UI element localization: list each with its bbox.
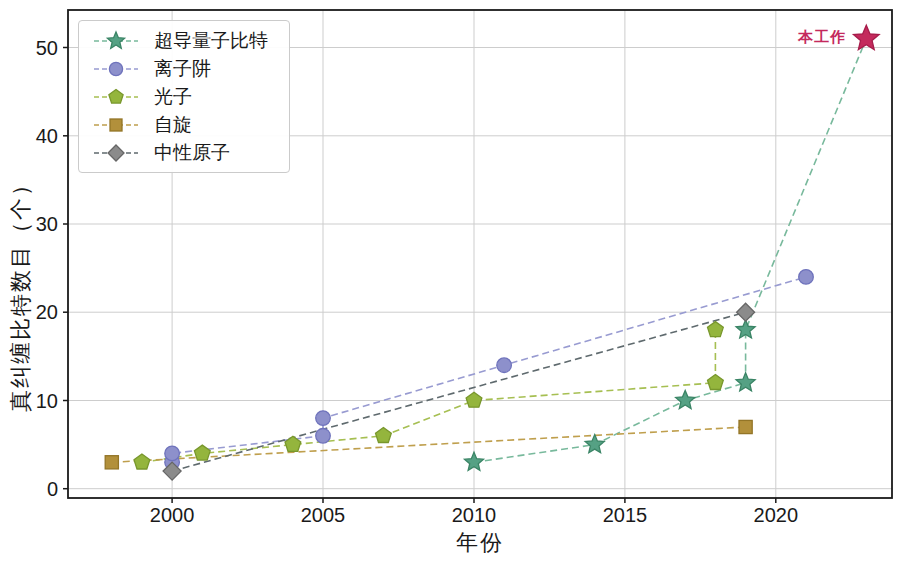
series-ion-trap-line — [172, 277, 806, 462]
series-ion-trap-marker — [497, 358, 512, 373]
legend-label-spin: 自旋 — [154, 112, 192, 138]
y-tick-label: 0 — [47, 478, 58, 500]
series-photon-marker — [194, 445, 210, 460]
legend-label-photon: 光子 — [154, 84, 192, 110]
series-spin-marker — [739, 420, 752, 433]
highlight-star-marker — [853, 25, 879, 49]
square-marker-icon — [91, 113, 141, 137]
series-photon-marker — [708, 375, 724, 390]
series-superconducting-marker — [676, 391, 695, 409]
chart: 2000 2005 2010 2015 2020 0 10 20 30 40 50 真纠缠比特数目（… — [0, 0, 900, 565]
series-neutral-atom-marker — [737, 303, 755, 321]
x-tick-label: 2005 — [301, 504, 346, 526]
x-tick-label: 2000 — [150, 504, 195, 526]
legend-marker — [107, 32, 124, 48]
legend-marker — [109, 90, 123, 104]
legend: 超导量子比特 离子阱 光子 自旋 中性原子 — [78, 20, 290, 173]
x-tick-label: 2015 — [603, 504, 648, 526]
legend-marker — [108, 145, 124, 161]
x-axis-label: 年份 — [456, 528, 504, 558]
y-tick-label: 40 — [36, 125, 58, 147]
series-superconducting-marker — [585, 435, 604, 453]
series-ion-trap-marker — [165, 446, 180, 461]
y-tick-label: 20 — [36, 301, 58, 323]
legend-marker — [109, 62, 122, 75]
y-tick-label: 50 — [36, 37, 58, 59]
series-photon-line — [142, 330, 716, 462]
y-tick-label: 30 — [36, 213, 58, 235]
series-superconducting-line — [474, 39, 866, 463]
legend-item-spin: 自旋 — [91, 111, 281, 139]
legend-marker — [110, 119, 122, 131]
y-axis-label: 真纠缠比特数目（个） — [6, 172, 36, 412]
series-photon-marker — [376, 428, 392, 443]
legend-label-superconducting: 超导量子比特 — [154, 28, 268, 54]
circle-marker-icon — [91, 57, 141, 81]
legend-label-ion-trap: 离子阱 — [154, 56, 211, 82]
x-tick-label: 2010 — [452, 504, 497, 526]
legend-item-superconducting: 超导量子比特 — [91, 27, 281, 55]
series-photon-marker — [708, 322, 724, 337]
series-ion-trap-marker — [316, 429, 331, 444]
pentagon-marker-icon — [91, 85, 141, 109]
series-ion-trap-marker — [799, 270, 814, 285]
legend-label-neutral-atom: 中性原子 — [154, 140, 230, 166]
series-ion-trap-marker — [316, 411, 331, 426]
star-marker-icon — [91, 29, 141, 53]
diamond-marker-icon — [91, 141, 141, 165]
legend-item-photon: 光子 — [91, 83, 281, 111]
legend-item-neutral-atom: 中性原子 — [91, 139, 281, 167]
series-spin-marker — [105, 456, 118, 469]
y-tick-label: 10 — [36, 390, 58, 412]
this-work-annotation: 本工作 — [760, 28, 846, 47]
legend-item-ion-trap: 离子阱 — [91, 55, 281, 83]
series-photon-marker — [466, 392, 482, 407]
series-photon-marker — [134, 454, 150, 469]
x-tick-label: 2020 — [754, 504, 799, 526]
series-neutral-atom-line — [172, 312, 746, 471]
series-superconducting-marker — [736, 373, 755, 391]
